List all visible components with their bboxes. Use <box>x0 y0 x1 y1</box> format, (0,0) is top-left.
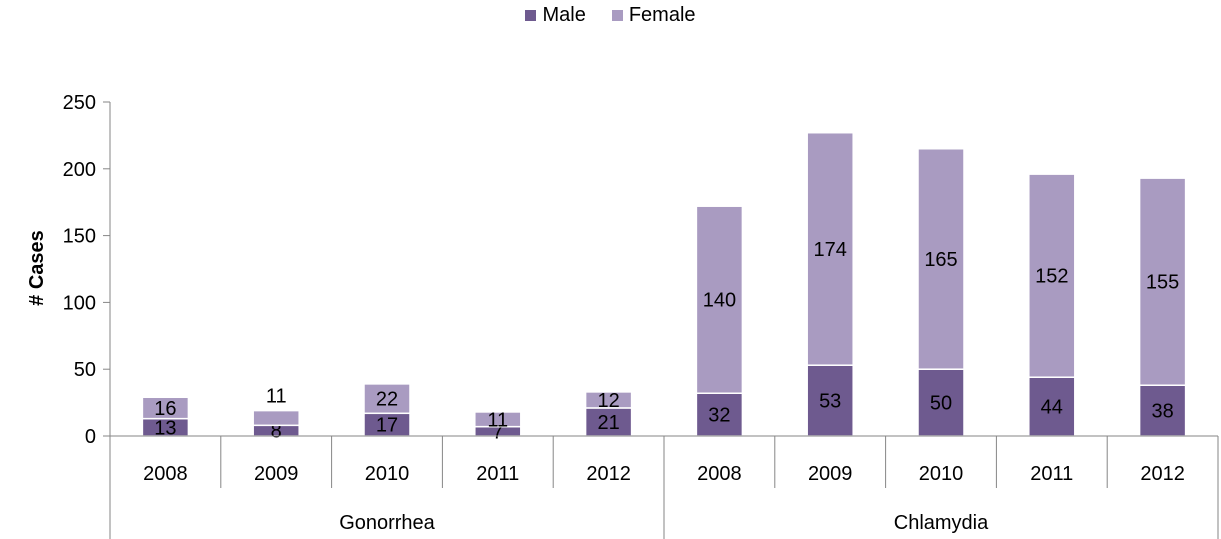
x-tick-label: 2012 <box>586 463 631 485</box>
x-tick-label: 2010 <box>919 463 964 485</box>
data-label-male: 38 <box>1151 401 1173 423</box>
y-tick-label: 100 <box>63 292 96 314</box>
bar-female <box>1028 173 1076 378</box>
bar-female <box>363 383 411 415</box>
bar-female <box>1138 177 1187 386</box>
y-axis: 0 50 100 150 200 250 <box>63 92 111 448</box>
data-label-female: 152 <box>1035 266 1068 288</box>
x-tick-label: 2008 <box>143 463 188 485</box>
data-label-female: 11 <box>487 409 508 431</box>
bar-male <box>806 364 854 437</box>
data-label-male: 44 <box>1041 397 1063 419</box>
data-label-female: 11 <box>266 386 287 408</box>
data-label-female: 140 <box>703 290 736 312</box>
data-label-male: 17 <box>376 415 398 437</box>
data-label-female: 174 <box>814 239 847 261</box>
legend-swatch-female <box>611 10 623 21</box>
data-label-male: 50 <box>930 393 952 415</box>
y-tick-label: 250 <box>63 92 96 114</box>
legend-swatch-male <box>525 10 537 21</box>
y-axis-title: # Cases <box>26 230 48 306</box>
x-tick-label: 2011 <box>1030 463 1073 485</box>
y-tick-label: 200 <box>63 159 96 181</box>
legend-label-female: Female <box>628 4 696 26</box>
legend-label-male: Male <box>542 4 586 26</box>
bar-female <box>584 391 633 409</box>
bar-male <box>917 368 965 437</box>
bar-female <box>141 396 190 420</box>
data-label-male: 13 <box>154 417 176 439</box>
legend: Male Female <box>0 4 1221 27</box>
x-tick-label: 2009 <box>808 463 853 485</box>
data-label-female: 12 <box>597 390 619 412</box>
bar-female <box>474 411 522 428</box>
x-tick-label: 2012 <box>1140 463 1185 485</box>
data-label-female: 155 <box>1146 272 1179 294</box>
data-label-male: 8 <box>271 421 282 443</box>
data-label-male: 7 <box>492 421 503 443</box>
data-label-female: 22 <box>376 389 398 411</box>
bar-female <box>917 148 965 370</box>
data-label-male: 32 <box>708 405 730 427</box>
x-tick-label: 2009 <box>254 463 299 485</box>
y-tick-label: 150 <box>63 226 96 248</box>
bar-female <box>695 205 744 394</box>
data-label-male: 21 <box>597 412 619 434</box>
group-label: Chlamydia <box>894 512 989 534</box>
bar-female <box>806 131 854 366</box>
data-label-female: 16 <box>154 398 176 420</box>
legend-item-male: Male <box>525 4 586 27</box>
legend-item-female: Female <box>611 4 696 27</box>
group-label: Gonorrhea <box>339 512 435 534</box>
y-tick-label: 0 <box>85 426 96 448</box>
x-tick-label: 2011 <box>476 463 519 485</box>
bar-female <box>252 409 300 427</box>
x-tick-label: 2008 <box>697 463 742 485</box>
x-tick-label: 2010 <box>365 463 410 485</box>
data-label-female: 165 <box>924 249 957 271</box>
y-tick-label: 50 <box>74 359 96 381</box>
x-axis: 2008 2009 2010 2011 2012 2008 2009 2010 2011 2012… <box>109 435 1219 539</box>
data-label-male: 53 <box>819 391 841 413</box>
